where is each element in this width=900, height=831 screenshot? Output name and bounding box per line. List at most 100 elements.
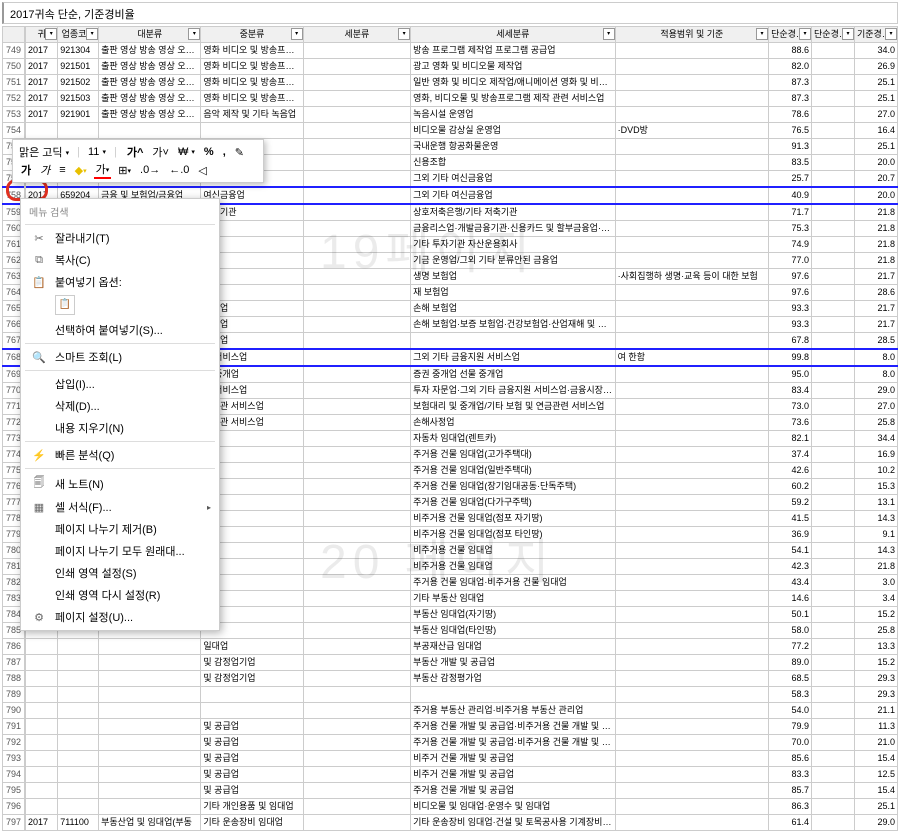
col-rownum bbox=[3, 27, 26, 43]
font-name-select[interactable]: 맑은 고딕 ▾ bbox=[19, 144, 69, 160]
header-row: 귀▾ 업종코드▾ 대분류▾ 중분류▾ 세분류▾ 세세분류▾ 적용범위 및 기준▾… bbox=[3, 27, 898, 43]
menu-item-icon: ✂ bbox=[31, 232, 47, 245]
table-row[interactable]: 795및 공급업주거용 건물 개발 및 공급업85.715.4 bbox=[3, 783, 898, 799]
table-row[interactable]: 754비디오물 감상실 운영업·DVD방76.516.4 bbox=[3, 123, 898, 139]
menu-item[interactable]: 삭제(D)... bbox=[21, 395, 219, 417]
table-row[interactable]: 793및 공급업비주거 건물 개발 및 공급업85.615.4 bbox=[3, 751, 898, 767]
menu-item[interactable]: 선택하여 붙여넣기(S)... bbox=[21, 319, 219, 341]
filter-icon[interactable]: ▾ bbox=[756, 28, 768, 40]
col-scope[interactable]: 적용범위 및 기준▾ bbox=[615, 27, 768, 43]
filter-icon[interactable]: ▾ bbox=[398, 28, 410, 40]
font-color-icon[interactable]: 가▾ bbox=[94, 161, 112, 179]
table-row[interactable]: 7502017921501출판 영상 방송 영상 오디오영화 비디오 및 방송프… bbox=[3, 59, 898, 75]
menu-item-label: 페이지 나누기 모두 원래대... bbox=[55, 543, 211, 559]
menu-search[interactable]: 메뉴 검색 bbox=[21, 201, 219, 222]
menu-item[interactable]: 인쇄 영역 다시 설정(R) bbox=[21, 584, 219, 606]
fill-color-icon[interactable]: ◆▾ bbox=[73, 164, 89, 177]
menu-item-label: 새 노트(N) bbox=[55, 476, 211, 492]
table-row[interactable]: 786일대업부공재산급 임대업77.213.3 bbox=[3, 639, 898, 655]
col-cat1[interactable]: 대분류▾ bbox=[99, 27, 201, 43]
table-row[interactable]: 787및 감정업기업부동산 개발 및 공급업89.015.2 bbox=[3, 655, 898, 671]
menu-item-icon: ▦ bbox=[31, 501, 47, 514]
menu-item-label: 페이지 나누기 제거(B) bbox=[55, 521, 211, 537]
col-year[interactable]: 귀▾ bbox=[25, 27, 58, 43]
col-rate3[interactable]: 기준경비율(일반)▾ bbox=[854, 27, 897, 43]
menu-item[interactable]: ▦셀 서식(F)...▸ bbox=[21, 496, 219, 518]
table-row[interactable]: 790주거용 부동산 관리업·비주거용 부동산 관리업54.021.1 bbox=[3, 703, 898, 719]
border-icon[interactable]: ⊞▾ bbox=[116, 164, 133, 177]
filter-icon[interactable]: ▾ bbox=[885, 28, 897, 40]
menu-item-label: 삽입(I)... bbox=[55, 376, 211, 392]
col-cat2[interactable]: 중분류▾ bbox=[201, 27, 303, 43]
menu-item[interactable]: 내용 지우기(N) bbox=[21, 417, 219, 439]
table-row[interactable]: 7972017711100부동산업 및 임대업(부동기타 운송장비 임대업기타 … bbox=[3, 815, 898, 831]
filter-icon[interactable]: ▾ bbox=[291, 28, 303, 40]
menu-item[interactable]: 페이지 나누기 제거(B) bbox=[21, 518, 219, 540]
format-painter-icon[interactable]: ✎ bbox=[233, 146, 246, 159]
menu-item-label: 인쇄 영역 설정(S) bbox=[55, 565, 211, 581]
menu-item[interactable]: 삽입(I)... bbox=[21, 373, 219, 395]
col-cat3[interactable]: 세분류▾ bbox=[303, 27, 410, 43]
menu-item[interactable]: ✂ 잘라내기(T) bbox=[21, 227, 219, 249]
formula-bar[interactable]: 2017귀속 단순, 기준경비율 bbox=[2, 2, 898, 24]
menu-item[interactable]: 페이지 나누기 모두 원래대... bbox=[21, 540, 219, 562]
table-row[interactable]: 791및 공급업주거용 건물 개발 및 공급업·비주거용 건물 개발 및 공급업… bbox=[3, 719, 898, 735]
filter-icon[interactable]: ▾ bbox=[603, 28, 615, 40]
menu-item-label: 페이지 설정(U)... bbox=[55, 609, 211, 625]
table-row[interactable]: 788및 감정업기업부동산 감정평가업68.529.3 bbox=[3, 671, 898, 687]
menu-item-label: 삭제(D)... bbox=[55, 398, 211, 414]
decrease-decimal-icon[interactable]: ←.0 bbox=[167, 164, 191, 176]
table-row[interactable]: 792및 공급업주거용 건물 개발 및 공급업·비주거용 건물 개발 및 공급업… bbox=[3, 735, 898, 751]
menu-item[interactable]: 인쇄 영역 설정(S) bbox=[21, 562, 219, 584]
menu-item[interactable]: ⚙ 페이지 설정(U)... bbox=[21, 606, 219, 628]
filter-icon[interactable]: ▾ bbox=[188, 28, 200, 40]
table-row[interactable]: 7532017921901출판 영상 방송 영상 오디오음악 제작 및 기타 녹… bbox=[3, 107, 898, 123]
menu-item-icon: ⚡ bbox=[31, 449, 47, 462]
col-rate1[interactable]: 단순경비율(일반)▾ bbox=[769, 27, 812, 43]
menu-item-label: 내용 지우기(N) bbox=[55, 420, 211, 436]
menu-item-label: 셀 서식(F)... bbox=[55, 499, 195, 515]
filter-icon[interactable]: ▾ bbox=[842, 28, 854, 40]
menu-item-icon: ⚙ bbox=[31, 611, 47, 624]
menu-item-icon: 🗐 bbox=[31, 474, 47, 493]
menu-item-label: 복사(C) bbox=[55, 252, 211, 268]
table-row[interactable]: 7492017921304출판 영상 방송 영상 오디오영화 비디오 및 방송프… bbox=[3, 43, 898, 59]
menu-item[interactable]: ⧉복사(C) bbox=[21, 249, 219, 271]
menu-item-icon: 🔍 bbox=[31, 351, 47, 364]
menu-item-label: 인쇄 영역 다시 설정(R) bbox=[55, 587, 211, 603]
percent-icon[interactable]: % bbox=[202, 146, 216, 158]
filter-icon[interactable]: ▾ bbox=[45, 28, 57, 40]
currency-icon[interactable]: ₩ ▾ bbox=[176, 146, 197, 158]
menu-item-label: 빠른 분석(Q) bbox=[55, 447, 211, 463]
col-code[interactable]: 업종코드▾ bbox=[58, 27, 99, 43]
table-row[interactable]: 794및 공급업비주거 건물 개발 및 공급업83.312.5 bbox=[3, 767, 898, 783]
italic-icon[interactable]: 가 bbox=[38, 162, 52, 178]
paste-default-icon[interactable]: 📋 bbox=[55, 295, 75, 315]
menu-item[interactable]: 🗐 새 노트(N) bbox=[21, 471, 219, 496]
menu-item-label: 선택하여 붙여넣기(S)... bbox=[55, 322, 211, 338]
decrease-font-icon[interactable]: 가˅ bbox=[150, 144, 171, 160]
menu-item[interactable]: 🔍스마트 조회(L) bbox=[21, 346, 219, 368]
comma-icon[interactable]: , bbox=[221, 146, 228, 158]
menu-item[interactable]: ⚡ 빠른 분석(Q) bbox=[21, 444, 219, 466]
menu-item-label: 잘라내기(T) bbox=[55, 230, 211, 246]
bold-icon[interactable]: 가 bbox=[19, 162, 33, 178]
menu-item-icon: 📋 bbox=[31, 276, 47, 289]
col-cat4[interactable]: 세세분류▾ bbox=[411, 27, 616, 43]
table-row[interactable]: 7512017921502출판 영상 방송 영상 오디오영화 비디오 및 방송프… bbox=[3, 75, 898, 91]
table-row[interactable]: 7522017921503출판 영상 방송 영상 오디오영화 비디오 및 방송프… bbox=[3, 91, 898, 107]
menu-item[interactable]: 📋 붙여넣기 옵션: bbox=[21, 271, 219, 293]
increase-decimal-icon[interactable]: .0→ bbox=[138, 164, 162, 176]
align-icon[interactable]: ≡ bbox=[57, 164, 67, 176]
menu-item-label: 붙여넣기 옵션: bbox=[55, 274, 211, 290]
table-row[interactable]: 796기타 개인용품 및 임대업비디오물 및 임대업·운영수 및 임대업86.3… bbox=[3, 799, 898, 815]
filter-icon[interactable]: ▾ bbox=[86, 28, 98, 40]
col-rate2[interactable]: 단순경비율(초과율)▾ bbox=[812, 27, 855, 43]
increase-font-icon[interactable]: 가^ bbox=[125, 144, 146, 160]
font-size-select[interactable]: 11 ▾ bbox=[88, 146, 106, 158]
mini-toolbar[interactable]: 맑은 고딕 ▾ | 11 ▾ | 가^ 가˅ ₩ ▾ % , ✎ 가 가 ≡ ◆… bbox=[12, 139, 264, 183]
context-menu[interactable]: 메뉴 검색 ✂ 잘라내기(T) ⧉복사(C) 📋 붙여넣기 옵션: 📋 선택하여 붙여넣기(… bbox=[20, 198, 220, 631]
format-icon[interactable]: ◁ bbox=[196, 164, 208, 177]
table-row[interactable]: 78958.329.3 bbox=[3, 687, 898, 703]
filter-icon[interactable]: ▾ bbox=[799, 28, 811, 40]
